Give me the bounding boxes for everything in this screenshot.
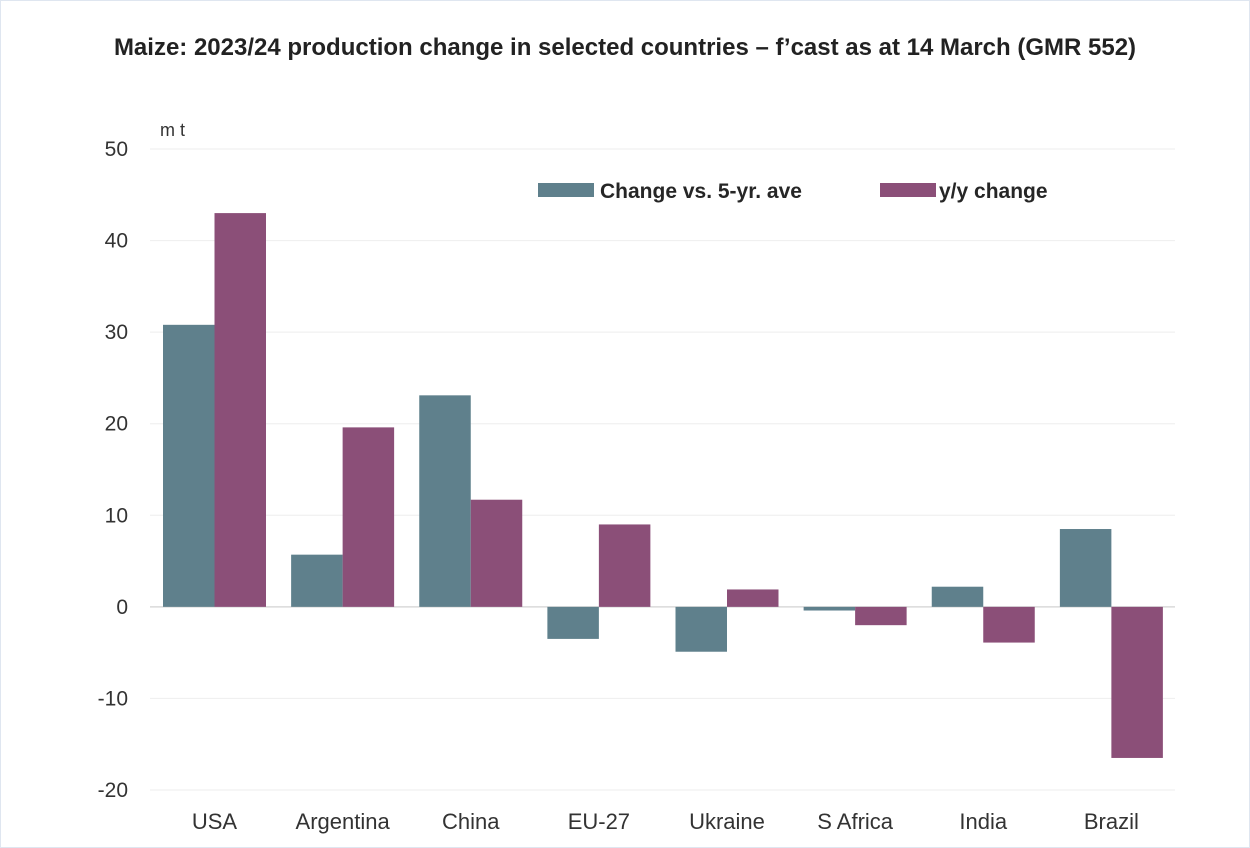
x-category-label: USA [192,809,238,834]
gridlines [150,148,1175,791]
x-category-label: Ukraine [689,809,765,834]
y-tick-label: -20 [98,779,128,802]
bar-change-vs-5yr-ave-eu-27 [547,606,599,639]
y-tick-label: 40 [105,230,128,253]
bar-yy-change-s-africa [855,606,907,626]
bar-yy-change-ukraine [727,589,779,607]
bar-yy-change-eu-27 [598,524,651,607]
y-axis: -20 -10 0 10 20 30 40 50 [98,138,128,802]
y-tick-label: 50 [105,138,128,161]
x-category-label: EU-27 [568,809,630,834]
legend-label: y/y change [939,180,1048,203]
x-category-label: Brazil [1084,809,1139,834]
bar-change-vs-5yr-ave-brazil [1059,529,1112,607]
bar-yy-change-india [983,606,1035,643]
legend-swatch [880,183,936,197]
y-tick-label: 10 [105,504,128,527]
y-tick-label: 0 [116,596,128,619]
y-tick-label: 30 [105,321,128,344]
bar-yy-change-china [470,499,523,607]
bar-yy-change-usa [214,213,266,607]
bar-change-vs-5yr-ave-s-africa [803,606,856,611]
y-tick-label: -10 [98,687,128,710]
bar-yy-change-brazil [1111,606,1163,758]
x-axis: USA Argentina China EU-27 Ukraine S Africa Ind… [192,809,1139,834]
x-category-label: Argentina [296,809,391,834]
y-axis-unit-label: m t [160,120,185,140]
bar-change-vs-5yr-ave-ukraine [675,606,727,652]
bar-change-vs-5yr-ave-usa [163,324,215,607]
legend-swatch [538,183,594,197]
y-tick-label: 20 [105,413,128,436]
bar-yy-change-argentina [342,427,395,607]
bars [163,213,1163,758]
x-category-label: S Africa [817,809,894,834]
x-category-label: China [442,809,500,834]
bar-change-vs-5yr-ave-argentina [291,554,343,607]
x-category-label: India [959,809,1007,834]
legend-label: Change vs. 5-yr. ave [600,180,802,203]
bar-change-vs-5yr-ave-china [419,395,471,607]
legend: Change vs. 5-yr. ave y/y change [538,180,1048,203]
bar-change-vs-5yr-ave-india [931,586,984,607]
chart-title: Maize: 2023/24 production change in sele… [113,34,1137,61]
